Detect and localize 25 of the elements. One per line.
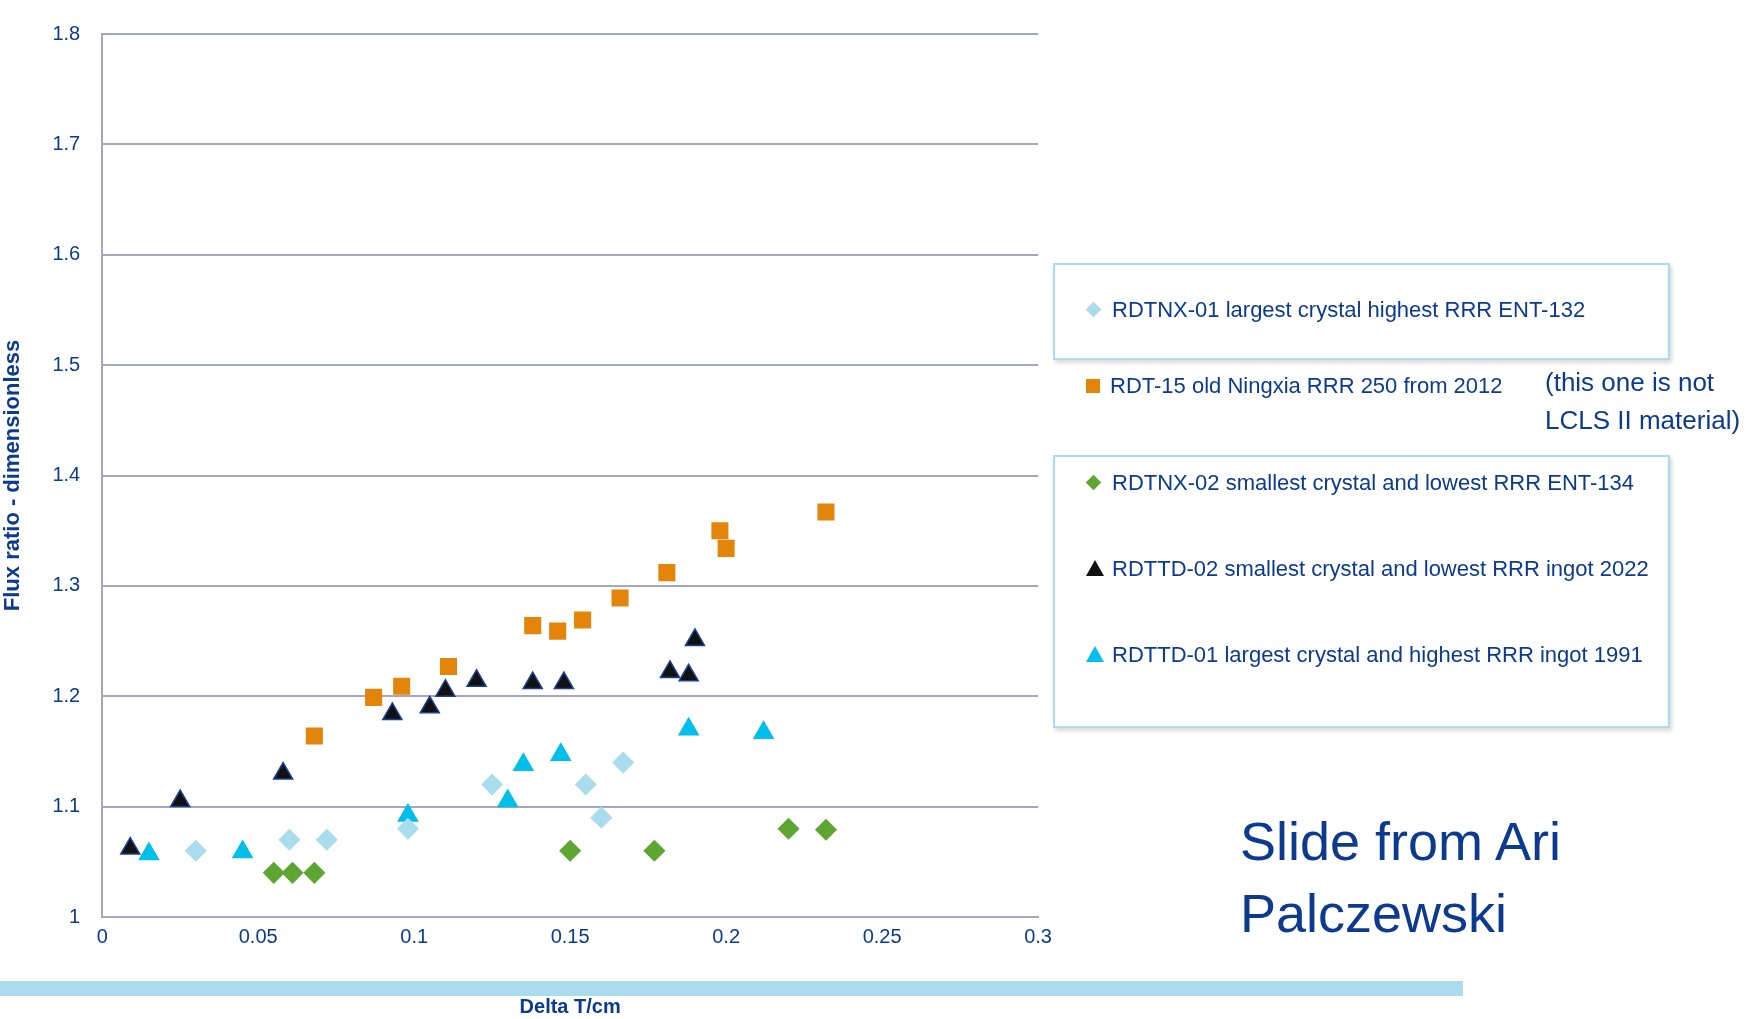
legend-label: RDTNX-02 smallest crystal and lowest RRR ENT-134 <box>1112 470 1635 495</box>
legend-label: RDT-15 old Ningxia RRR 250 from 2012 <box>1110 373 1503 398</box>
legend-label: RDTTD-01 largest crystal and highest RRR ingot 1991 <box>1112 642 1643 667</box>
y-tick-label: 1.1 <box>52 794 81 817</box>
x-tick-label: 0.05 <box>238 924 278 947</box>
x-axis-title: Delta T/cm <box>519 994 621 1017</box>
y-tick-label: 1.3 <box>52 573 81 596</box>
text: Slide from Ari Palczewski <box>1240 810 1563 945</box>
y-tick-label: 1.2 <box>52 683 81 706</box>
y-tick-label: 1 <box>69 904 81 927</box>
y-tick-label: 1.8 <box>52 21 81 44</box>
x-tick-label: 0.2 <box>712 924 741 947</box>
legend-label: RDTNX-01 largest crystal highest RRR ENT-132 <box>1112 297 1586 322</box>
legend-label: RDTTD-02 smallest crystal and lowest RRR ingot 2022 <box>1112 556 1649 581</box>
x-tick-label: 0.15 <box>550 924 590 947</box>
y-tick-label: 1.7 <box>52 131 81 154</box>
y-tick-label: 1.4 <box>52 463 81 486</box>
y-tick-label: 1.6 <box>52 242 81 265</box>
x-tick-label: 0.25 <box>862 924 902 947</box>
x-tick-label: 0.1 <box>400 924 429 947</box>
y-tick-label: 1.5 <box>52 352 81 375</box>
y-axis-title: Flux ratio - dimensionless <box>0 339 25 612</box>
x-tick-label: 0.3 <box>1024 924 1052 947</box>
x-tick-label: 0 <box>96 924 108 947</box>
text: (this one is not LCLS II material) <box>1545 366 1742 437</box>
